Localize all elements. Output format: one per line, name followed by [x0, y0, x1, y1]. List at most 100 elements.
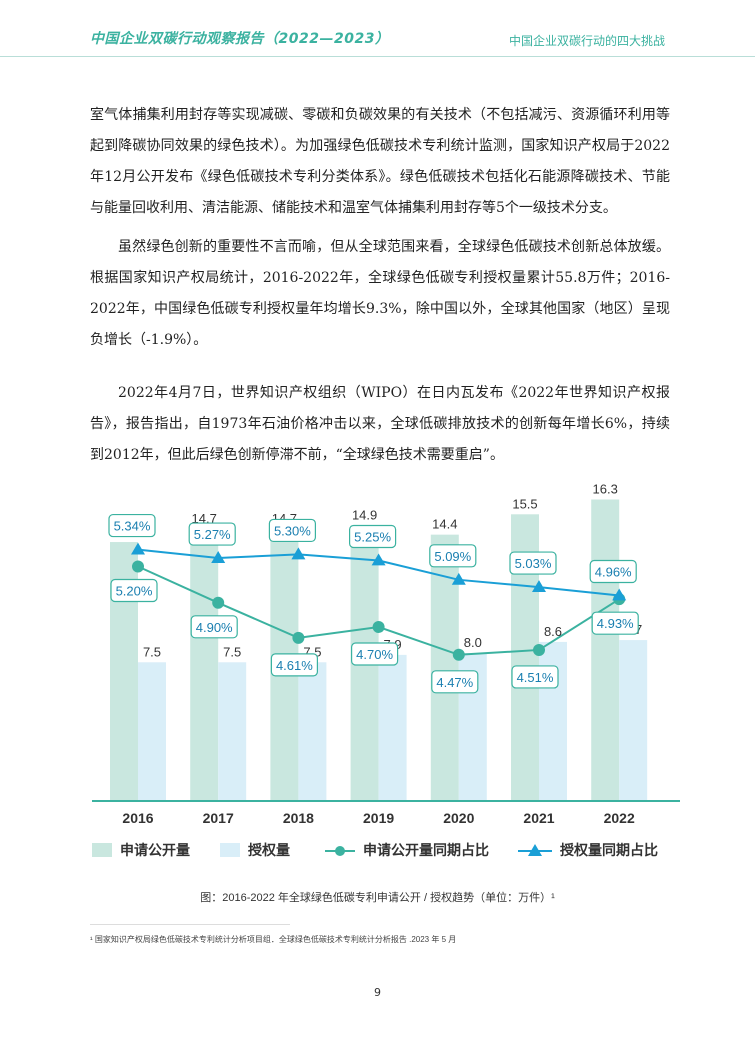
label-application-share-2016: 5.20%: [110, 578, 158, 603]
label-grant-share-2016-box: [108, 513, 156, 538]
label-grant-share-2017-box: [188, 522, 236, 546]
legend: 申请公开量 授权量 申请公开量同期占比 授权量同期占比: [92, 842, 658, 859]
legend-marker-application-share: [335, 846, 345, 856]
footnote-divider: [90, 924, 290, 925]
label-grant-share-2018-box: [268, 518, 316, 543]
label-grant-share-2021-text: 5.03%: [515, 556, 552, 571]
label-application-share-2019-text: 4.70%: [356, 647, 393, 662]
label-grant-share-2021: 5.03%: [509, 551, 557, 575]
legend-label-application-share: 申请公开量同期占比: [363, 842, 489, 859]
legend-label-application: 申请公开量: [120, 842, 190, 859]
label-grant-share-2021-box: [509, 551, 557, 575]
marker-grant-share-2016: [131, 542, 145, 555]
bar-label-grant-2017: 7.5: [223, 644, 241, 659]
bar-label-application-2020: 14.4: [432, 517, 457, 532]
label-grant-share-2018-text: 5.30%: [274, 523, 311, 538]
label-application-share-2021-box: [511, 665, 559, 689]
marker-application-share-2018: [292, 631, 305, 644]
label-application-share-2016-box: [110, 578, 158, 603]
label-application-share-2018-box: [270, 653, 318, 677]
bar-grant-2018: [298, 662, 327, 801]
header-divider: [0, 56, 755, 57]
label-grant-share-2016: 5.34%: [108, 513, 156, 538]
x-tick-2017: 2017: [203, 810, 234, 826]
legend-label-grant: 授权量: [248, 842, 290, 859]
marker-application-share-2019: [372, 620, 385, 633]
x-axis: 2016 2017 2018 2019 2020 2021 2022: [92, 800, 680, 826]
marker-grant-share-2019: [371, 553, 386, 566]
bar-label-application-2017: 14.7: [192, 511, 217, 526]
report-title: 中国企业双碳行动观察报告（2022—2023）: [90, 31, 390, 47]
footnote: ¹ 国家知识产权局绿色低碳技术专利统计分析项目组．全球绿色低碳技术专利统计分析报…: [90, 935, 457, 944]
label-grant-share-2016-text: 5.34%: [114, 519, 151, 534]
legend-swatch-application: [92, 843, 112, 857]
bar-label-grant-2021: 8.6: [544, 624, 562, 639]
label-application-share-2019-box: [351, 642, 399, 666]
lines-layer: [131, 542, 627, 661]
x-tick-2019: 2019: [363, 810, 394, 826]
label-application-share-2020-text: 4.47%: [436, 675, 473, 690]
label-application-share-2017-box: [190, 615, 238, 639]
label-grant-share-2020: 5.09%: [429, 544, 477, 568]
patent-trend-chart: 147.514.77.514.77.514.97.914.48.015.58.6…: [92, 481, 680, 859]
bar-grant-2016: [138, 662, 166, 801]
marker-application-share-2016: [132, 560, 144, 573]
page-number: 9: [374, 986, 381, 999]
label-application-share-2018: 4.61%: [270, 653, 318, 677]
paragraph-3: 2022年4月7日，世界知识产权组织（WIPO）在日内瓦发布《2022年世界知识…: [90, 385, 670, 463]
label-application-share-2017: 4.90%: [190, 615, 238, 639]
bar-label-application-2019: 14.9: [352, 507, 377, 522]
label-grant-share-2020-box: [429, 544, 477, 568]
label-grant-share-2022-text: 4.96%: [595, 565, 632, 580]
label-grant-share-2020-text: 5.09%: [434, 549, 471, 564]
bar-grant-2019: [378, 654, 407, 801]
label-application-share-2022-text: 4.93%: [597, 616, 634, 631]
label-application-share-2021: 4.51%: [511, 665, 559, 689]
x-tick-2022: 2022: [604, 810, 635, 826]
label-grant-share-2017-text: 5.27%: [194, 527, 231, 542]
marker-grant-share-2021: [532, 580, 546, 592]
section-title: 中国企业双碳行动的四大挑战: [508, 34, 665, 48]
bar-label-application-2021: 15.5: [512, 496, 537, 511]
label-grant-share-2022-box: [589, 559, 637, 584]
marker-application-share-2021: [533, 643, 545, 656]
label-application-share-2017-text: 4.90%: [196, 620, 233, 635]
x-tick-2016: 2016: [122, 810, 153, 826]
label-grant-share-2019-text: 5.25%: [354, 529, 391, 544]
label-grant-share-2019-box: [349, 524, 397, 549]
bar-grant-2017: [218, 662, 247, 801]
paragraph-2: 虽然绿色创新的重要性不言而喻，但从全球范围来看，全球绿色低碳技术创新总体放缓。根…: [90, 239, 670, 348]
label-application-share-2020-box: [431, 670, 479, 694]
marker-grant-share-2017: [211, 551, 226, 563]
label-application-share-2019: 4.70%: [351, 642, 399, 666]
legend-swatch-grant: [220, 843, 240, 857]
label-application-share-2021-text: 4.51%: [517, 670, 554, 685]
chart-caption: 图：2016-2022 年全球绿色低碳专利申请公开 / 授权趋势（单位：万件）¹: [200, 892, 555, 904]
paragraph-1: 室气体捕集利用封存等实现减碳、零碳和负碳效果的有关技术（不包括减污、资源循环利用…: [90, 107, 670, 216]
x-tick-2018: 2018: [283, 810, 314, 826]
marker-application-share-2017: [212, 596, 225, 609]
bar-label-grant-2016: 7.5: [143, 644, 161, 659]
labels-layer: 147.514.77.514.77.514.97.914.48.015.58.6…: [108, 481, 642, 694]
bar-application-2022: [591, 499, 620, 801]
label-grant-share-2017: 5.27%: [188, 522, 236, 546]
marker-grant-share-2022: [612, 588, 627, 601]
label-application-share-2022-box: [591, 611, 639, 635]
marker-grant-share-2020: [451, 572, 466, 585]
bar-grant-2022: [619, 640, 648, 801]
bar-label-application-2022: 16.3: [593, 481, 618, 496]
legend-marker-grant-share: [528, 844, 542, 856]
label-grant-share-2022: 4.96%: [589, 559, 637, 584]
x-tick-2021: 2021: [523, 810, 554, 826]
label-application-share-2020: 4.47%: [431, 670, 479, 694]
x-tick-2020: 2020: [443, 810, 474, 826]
label-grant-share-2018: 5.30%: [268, 518, 316, 543]
label-application-share-2016-text: 5.20%: [116, 584, 153, 599]
bar-application-2017: [190, 529, 219, 801]
label-application-share-2022: 4.93%: [591, 611, 639, 635]
marker-grant-share-2018: [291, 547, 306, 560]
marker-application-share-2020: [452, 648, 465, 661]
legend-label-grant-share: 授权量同期占比: [560, 842, 658, 859]
label-application-share-2018-text: 4.61%: [276, 658, 313, 673]
label-grant-share-2019: 5.25%: [349, 524, 397, 549]
